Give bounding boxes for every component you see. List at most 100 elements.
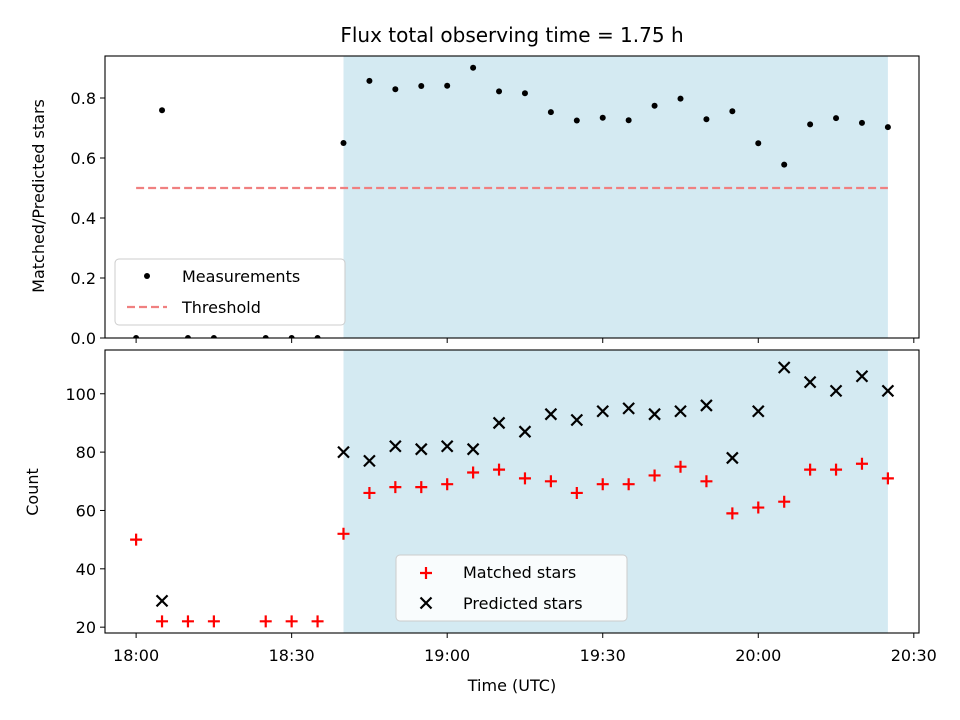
data-point-plus xyxy=(207,615,220,628)
data-point-plus xyxy=(570,486,583,499)
data-point-x xyxy=(596,404,610,418)
data-point-x xyxy=(389,440,402,453)
data-point-dot xyxy=(210,335,217,338)
data-point-plus xyxy=(363,486,376,499)
data-points xyxy=(133,64,891,338)
chart-title: Flux total observing time = 1.75 h xyxy=(340,23,683,47)
data-point-x xyxy=(337,445,350,459)
bottom-y-axis-label: Count xyxy=(23,468,42,516)
data-point-x xyxy=(855,369,869,383)
x-tick-label: 19:00 xyxy=(424,646,470,665)
data-point-x xyxy=(700,399,713,412)
y-tick-label: 0.0 xyxy=(71,329,96,348)
data-point-dot xyxy=(496,88,503,95)
data-point-dot xyxy=(262,335,269,338)
legend-label: Matched stars xyxy=(463,563,576,582)
x-tick-label: 18:00 xyxy=(113,646,159,665)
data-point-plus xyxy=(156,615,169,628)
data-points xyxy=(130,361,895,628)
data-point-x xyxy=(674,404,687,418)
data-point-dot xyxy=(366,77,373,84)
data-point-x xyxy=(829,384,843,398)
data-point-plus xyxy=(752,501,765,514)
shaded-region xyxy=(343,56,888,338)
plot-frame xyxy=(104,349,920,634)
legend-box xyxy=(114,258,346,326)
data-point-plus xyxy=(596,478,609,491)
data-point-dot xyxy=(625,117,632,124)
x-tick-label: 19:30 xyxy=(580,646,626,665)
data-point-plus xyxy=(855,457,868,470)
data-point-dot xyxy=(418,83,425,89)
legend-label: Measurements xyxy=(182,267,300,286)
data-point-x xyxy=(648,407,661,421)
bottom-panel: 20 40 60 80 100 18:00 18:30 19:00 19:30 20:00 20:3… xyxy=(65,349,937,665)
data-point-x xyxy=(622,402,635,415)
data-point-x xyxy=(518,425,532,438)
data-point-plus xyxy=(881,472,894,485)
data-point-plus xyxy=(467,466,480,479)
data-point-dot xyxy=(521,90,528,97)
data-point-x xyxy=(155,594,169,608)
data-point-dot xyxy=(314,335,321,338)
data-point-plus xyxy=(700,475,713,488)
data-point-dot xyxy=(729,108,736,115)
data-point-plus xyxy=(415,481,428,494)
data-point-plus xyxy=(493,463,506,476)
data-point-dot xyxy=(807,121,814,128)
legend-marker-dot xyxy=(144,273,150,279)
data-point-plus xyxy=(259,615,272,628)
data-point-plus xyxy=(285,615,298,628)
data-point-dot xyxy=(444,82,451,89)
data-point-plus xyxy=(311,615,324,628)
data-point-dot xyxy=(133,335,140,338)
y-tick-label: 0.4 xyxy=(71,209,96,228)
legend-marker-plus xyxy=(420,567,432,579)
x-tick-label: 18:30 xyxy=(269,646,315,665)
data-point-plus xyxy=(130,533,143,546)
data-point-plus xyxy=(544,475,557,488)
data-point-x xyxy=(777,361,791,374)
data-point-plus xyxy=(622,478,635,491)
data-point-plus xyxy=(441,478,454,491)
data-point-dot xyxy=(651,102,658,109)
y-tick-label: 100 xyxy=(65,385,96,404)
data-point-plus xyxy=(337,527,350,540)
data-point-plus xyxy=(181,615,194,628)
data-point-x xyxy=(544,407,558,421)
data-point-dot xyxy=(184,335,191,338)
data-point-plus xyxy=(804,463,817,476)
y-tick-label: 60 xyxy=(76,501,96,520)
data-point-x xyxy=(881,384,895,398)
plot-frame xyxy=(104,55,920,339)
data-point-plus xyxy=(518,472,531,485)
data-point-plus xyxy=(726,507,739,520)
y-tick-label: 0.8 xyxy=(71,89,96,108)
data-point-dot xyxy=(392,86,399,93)
legend-marker-x xyxy=(419,596,433,610)
data-point-dot xyxy=(884,124,891,131)
x-axis-label: Time (UTC) xyxy=(467,676,556,695)
data-point-dot xyxy=(703,116,710,123)
data-point-dot xyxy=(340,140,347,146)
x-tick-label: 20:00 xyxy=(735,646,781,665)
top-y-axis-label: Matched/Predicted stars xyxy=(29,99,48,293)
y-tick-label: 40 xyxy=(76,560,96,579)
data-point-plus xyxy=(389,481,402,494)
data-point-x xyxy=(803,375,817,389)
data-point-x xyxy=(726,451,739,465)
data-point-plus xyxy=(674,460,687,473)
data-point-dot xyxy=(159,107,166,114)
legend-box xyxy=(395,554,628,622)
top-panel: 0.0 0.2 0.4 0.6 0.8 Measurements Threshold xyxy=(71,55,920,348)
y-tick-label: 20 xyxy=(76,618,96,637)
x-tick-label: 20:30 xyxy=(891,646,937,665)
data-point-x xyxy=(466,442,480,456)
data-point-plus xyxy=(648,469,661,482)
y-tick-label: 0.6 xyxy=(71,149,96,168)
data-point-x xyxy=(751,404,765,418)
data-point-dot xyxy=(781,161,788,168)
data-point-x xyxy=(414,442,428,456)
legend-label: Predicted stars xyxy=(463,594,583,613)
data-point-dot xyxy=(755,140,762,147)
